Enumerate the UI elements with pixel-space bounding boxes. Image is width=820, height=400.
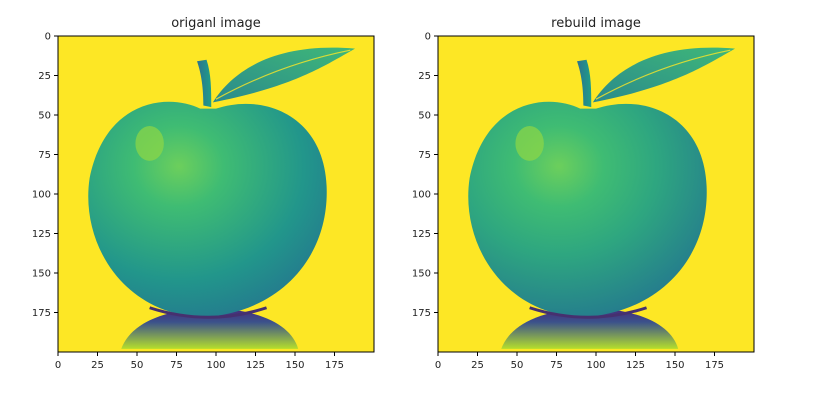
y-tick-label: 0 xyxy=(45,32,51,43)
x-tick-label: 25 xyxy=(91,360,104,371)
y-tick-label: 50 xyxy=(38,111,51,122)
x-tick-label: 0 xyxy=(435,360,441,371)
x-tick-label: 125 xyxy=(626,360,645,371)
x-tick-label: 50 xyxy=(511,360,524,371)
x-tick-label: 150 xyxy=(665,360,684,371)
y-tick-label: 125 xyxy=(412,229,431,240)
y-tick-label: 50 xyxy=(418,111,431,122)
apple-highlight xyxy=(515,126,544,161)
panels: origanl image 0 25 50 75 100 125 150 175 0 25 50 75 1… xyxy=(32,16,755,371)
leaf-vein xyxy=(595,49,731,100)
image-panel-2: rebuild image 0 25 50 75 100 125 150 175 0 25 50 75 1… xyxy=(412,16,755,371)
y-tick-label: 150 xyxy=(412,269,431,280)
x-tick-label: 75 xyxy=(170,360,183,371)
apple-stem xyxy=(197,59,212,108)
y-tick-label: 150 xyxy=(32,269,51,280)
x-tick-label: 75 xyxy=(550,360,563,371)
x-tick-label: 175 xyxy=(705,360,724,371)
x-tick-label: 175 xyxy=(325,360,344,371)
y-tick-label: 100 xyxy=(412,190,431,201)
y-tick-label: 100 xyxy=(32,190,51,201)
apple-shadow xyxy=(121,307,299,349)
y-tick-label: 125 xyxy=(32,229,51,240)
x-tick-label: 125 xyxy=(246,360,265,371)
x-tick-label: 0 xyxy=(55,360,61,371)
panel-title: rebuild image xyxy=(551,16,641,31)
image-panel-1: origanl image 0 25 50 75 100 125 150 175 0 25 50 75 1… xyxy=(32,16,375,371)
leaf-vein xyxy=(215,49,351,100)
apple-bottom-rim xyxy=(149,306,268,319)
y-tick-label: 175 xyxy=(32,308,51,319)
x-tick-label: 50 xyxy=(131,360,144,371)
y-tick-label: 0 xyxy=(425,32,431,43)
x-tick-label: 150 xyxy=(285,360,304,371)
x-tick-label: 100 xyxy=(206,360,225,371)
y-tick-label: 75 xyxy=(418,150,431,161)
x-tick-label: 100 xyxy=(586,360,605,371)
x-tick-label: 25 xyxy=(471,360,484,371)
apple-highlight xyxy=(135,126,164,161)
apple-stem xyxy=(577,59,592,108)
y-tick-label: 25 xyxy=(38,71,51,82)
apple-bottom-rim xyxy=(529,306,648,319)
y-tick-label: 175 xyxy=(412,308,431,319)
y-tick-label: 75 xyxy=(38,150,51,161)
leaf xyxy=(212,47,356,103)
apple-shadow xyxy=(501,307,679,349)
y-tick-label: 25 xyxy=(418,71,431,82)
leaf xyxy=(592,47,736,103)
panel-title: origanl image xyxy=(171,16,261,31)
